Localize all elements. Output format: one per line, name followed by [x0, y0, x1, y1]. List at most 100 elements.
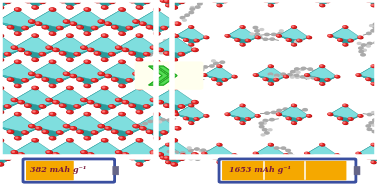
Circle shape — [53, 101, 58, 103]
Polygon shape — [101, 62, 143, 80]
Circle shape — [154, 84, 159, 87]
Polygon shape — [49, 0, 69, 1]
Circle shape — [33, 6, 35, 8]
Circle shape — [225, 35, 227, 36]
Circle shape — [361, 54, 365, 56]
Circle shape — [92, 131, 98, 134]
Circle shape — [115, 151, 121, 153]
Circle shape — [85, 85, 90, 88]
Circle shape — [57, 79, 63, 82]
Circle shape — [190, 26, 194, 28]
Circle shape — [141, 22, 143, 24]
Circle shape — [233, 154, 237, 156]
Circle shape — [371, 143, 375, 146]
Circle shape — [127, 79, 129, 80]
Circle shape — [103, 6, 105, 8]
Circle shape — [35, 74, 41, 77]
Circle shape — [23, 27, 25, 28]
Circle shape — [297, 40, 302, 42]
Circle shape — [172, 139, 174, 140]
Circle shape — [356, 74, 360, 76]
Polygon shape — [14, 36, 35, 53]
Circle shape — [328, 35, 332, 37]
Circle shape — [19, 101, 21, 102]
Circle shape — [373, 26, 377, 29]
Circle shape — [359, 115, 360, 116]
Circle shape — [87, 48, 93, 51]
Circle shape — [139, 74, 145, 77]
Circle shape — [60, 104, 65, 107]
Circle shape — [336, 154, 337, 155]
Circle shape — [106, 127, 111, 130]
Circle shape — [99, 20, 104, 23]
Circle shape — [5, 105, 10, 108]
Polygon shape — [84, 88, 104, 105]
Circle shape — [81, 46, 86, 49]
Circle shape — [172, 153, 176, 155]
Circle shape — [50, 113, 52, 114]
Circle shape — [369, 25, 373, 26]
Circle shape — [75, 158, 77, 159]
Circle shape — [151, 151, 153, 152]
Circle shape — [85, 113, 90, 116]
Polygon shape — [153, 145, 168, 157]
Circle shape — [102, 59, 108, 61]
Circle shape — [47, 99, 49, 100]
Circle shape — [0, 111, 4, 114]
Circle shape — [50, 61, 56, 64]
Circle shape — [349, 118, 353, 120]
Circle shape — [313, 70, 317, 72]
Circle shape — [130, 52, 135, 55]
Circle shape — [167, 162, 170, 164]
Circle shape — [172, 87, 174, 88]
Circle shape — [264, 157, 268, 159]
Polygon shape — [204, 0, 219, 1]
Circle shape — [137, 163, 143, 166]
Circle shape — [102, 87, 108, 90]
Polygon shape — [156, 76, 177, 86]
Polygon shape — [176, 36, 206, 45]
Circle shape — [307, 115, 309, 116]
Circle shape — [54, 49, 59, 51]
Circle shape — [15, 112, 20, 115]
Circle shape — [67, 34, 72, 37]
Circle shape — [366, 0, 371, 2]
Polygon shape — [330, 114, 360, 123]
Polygon shape — [174, 0, 195, 7]
Circle shape — [294, 74, 299, 77]
Circle shape — [184, 39, 186, 40]
Circle shape — [326, 0, 327, 1]
Circle shape — [148, 54, 152, 56]
FancyBboxPatch shape — [219, 159, 356, 182]
Polygon shape — [153, 75, 183, 84]
Circle shape — [63, 125, 69, 127]
Circle shape — [274, 79, 278, 81]
Circle shape — [263, 78, 267, 80]
Circle shape — [225, 35, 229, 37]
Polygon shape — [204, 75, 234, 84]
Circle shape — [223, 1, 227, 3]
Circle shape — [372, 83, 373, 84]
Circle shape — [255, 115, 259, 117]
Circle shape — [218, 65, 222, 67]
Circle shape — [166, 144, 168, 145]
Circle shape — [81, 151, 87, 154]
Circle shape — [223, 157, 227, 160]
Circle shape — [189, 11, 193, 14]
Circle shape — [144, 0, 149, 3]
Circle shape — [5, 1, 11, 3]
Circle shape — [106, 75, 111, 78]
Circle shape — [67, 58, 72, 61]
Polygon shape — [307, 66, 322, 79]
Circle shape — [164, 52, 170, 55]
Circle shape — [195, 118, 199, 120]
Circle shape — [0, 163, 4, 166]
Circle shape — [15, 137, 18, 138]
Circle shape — [174, 74, 180, 77]
Circle shape — [166, 4, 170, 6]
Circle shape — [320, 83, 325, 85]
Circle shape — [47, 151, 49, 152]
Circle shape — [67, 34, 73, 37]
Circle shape — [15, 75, 19, 77]
Circle shape — [179, 1, 181, 2]
